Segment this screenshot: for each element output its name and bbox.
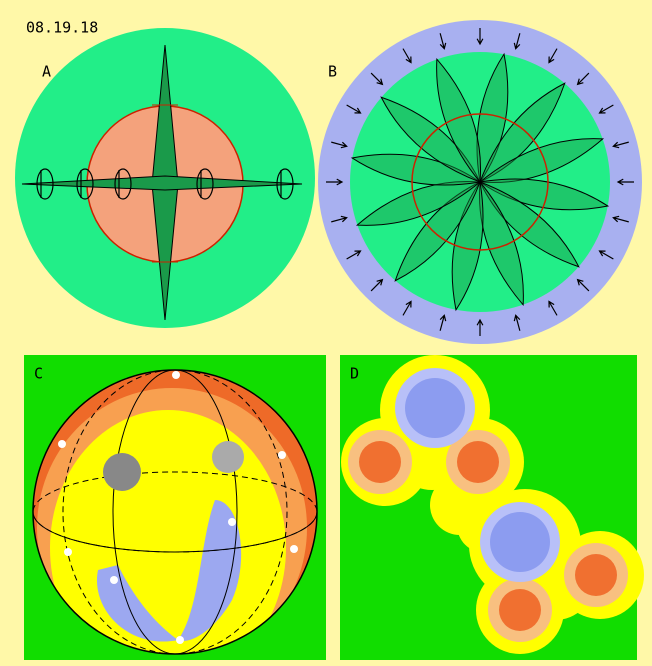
arrow [331,215,348,223]
panel-d-shape-shape [359,441,401,483]
panel-c-shape-shape [172,371,180,379]
panel-d-shape-shape [457,441,499,483]
panel-b-shape [326,28,634,336]
panel-d-shape-shape [499,589,541,631]
panel-c-shape-shape [290,545,298,553]
panel-c-shape [212,441,244,473]
arrow [439,314,447,331]
spin-loop [76,168,94,200]
panel-c-shape-shape [228,518,236,526]
panel-a-shape [21,175,303,191]
petal [478,180,524,307]
panel-d-shape [359,441,617,631]
panel-label: C [34,365,43,383]
panel-c-shape [32,369,318,655]
panel-c-shape [58,371,298,644]
panel-c: C [24,355,326,660]
panel-b: B [318,20,642,344]
spin-loop [36,168,54,200]
panel-b-shape [350,52,610,312]
panel-a: A [15,28,315,328]
spin-loop [196,168,214,200]
arrow [513,33,521,50]
petal [350,153,482,186]
panel-a-shape [36,168,294,200]
arrow [370,278,384,292]
arrow [598,104,614,114]
petal [380,96,481,183]
arrow [439,33,447,50]
arrow [402,300,412,316]
panel-label: D [350,365,359,383]
panel-d: D [340,355,644,660]
panel-c-shape-shape [96,565,178,642]
arrow [576,278,590,292]
panel-b-shape [411,113,549,251]
panel-label: B [328,63,337,81]
petal [436,57,482,184]
arrow [326,178,344,186]
petal [355,180,482,226]
arrow [476,318,484,336]
panel-c-shape-shape [110,576,118,584]
arrow [612,215,629,223]
panel-c-shape-shape [112,370,238,654]
panel-c-shape-shape [33,511,317,553]
arrow [513,314,521,331]
spin-loop [276,168,294,200]
panel-c-shape-shape [278,451,286,459]
date-label: 08.19.18 [26,19,98,37]
arrow [476,28,484,46]
panel-d-shape [405,378,465,438]
petal [479,181,580,268]
arrow [370,72,384,86]
panel-c-shape-shape [58,440,66,448]
petal [478,178,610,211]
petal [476,52,509,184]
panel-c-shape-shape [176,636,184,644]
arrow [548,48,558,64]
panel-label: A [42,63,51,81]
panel-c-shape-shape [64,548,72,556]
petal [478,138,605,184]
petal [479,82,566,183]
panel-c-shape-shape [62,370,288,654]
panel-d-shape [490,512,550,572]
panel-d-shape-shape [575,554,617,596]
arrow [576,72,590,86]
petal [394,181,481,282]
arrow [346,104,362,114]
petal [451,180,484,312]
arrow [402,48,412,64]
arrow [548,300,558,316]
arrow [331,141,348,149]
panel-c-shape [103,453,141,491]
arrow [612,141,629,149]
arrow [346,250,362,260]
panel-c-shape-shape [178,500,242,641]
arrow [598,250,614,260]
arrow [616,178,634,186]
spin-loop [114,168,132,200]
